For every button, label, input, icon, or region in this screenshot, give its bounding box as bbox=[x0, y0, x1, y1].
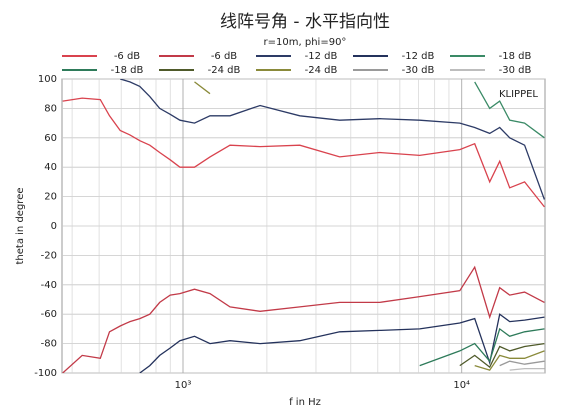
legend-label: -12 dB bbox=[305, 51, 338, 62]
y-tick-label: 80 bbox=[44, 103, 57, 114]
y-tick-label: -20 bbox=[41, 250, 57, 261]
legend-label: -18 dB bbox=[499, 51, 532, 62]
chart-subtitle: r=10m, phi=90° bbox=[264, 37, 347, 48]
grid bbox=[62, 78, 545, 374]
legend-label: -12 dB bbox=[402, 51, 435, 62]
x-axis-label: f in Hz bbox=[289, 397, 321, 408]
legend-label: -6 dB bbox=[114, 51, 140, 62]
series-line bbox=[62, 97, 545, 208]
legend-label: -30 dB bbox=[499, 65, 532, 76]
series-line bbox=[194, 81, 545, 371]
x-tick-label: 10³ bbox=[175, 380, 192, 391]
annotation: KLIPPEL bbox=[499, 89, 538, 100]
y-tick-label: -80 bbox=[41, 339, 57, 350]
series-line bbox=[474, 81, 545, 139]
series-line bbox=[120, 79, 545, 200]
y-tick-label: 0 bbox=[51, 221, 57, 232]
series-line bbox=[139, 313, 545, 373]
y-tick-label: 60 bbox=[44, 133, 57, 144]
lines bbox=[62, 79, 545, 373]
series-line bbox=[499, 360, 545, 367]
series-line bbox=[459, 342, 545, 369]
y-tick-label: 100 bbox=[38, 74, 57, 85]
legend-label: -6 dB bbox=[211, 51, 237, 62]
legend-label: -18 dB bbox=[111, 65, 144, 76]
x-tick-label: 10⁴ bbox=[453, 380, 470, 391]
series-line bbox=[509, 367, 545, 371]
legend-label: -30 dB bbox=[402, 65, 435, 76]
y-axis-label: theta in degree bbox=[15, 188, 26, 265]
y-tick-label: -100 bbox=[34, 368, 57, 379]
series-line bbox=[62, 265, 545, 373]
y-tick-label: -40 bbox=[41, 280, 57, 291]
legend-label: -24 dB bbox=[305, 65, 338, 76]
y-tick-label: 20 bbox=[44, 192, 57, 203]
chart-title: 线阵号角 - 水平指向性 bbox=[220, 12, 390, 32]
y-tick-label: -60 bbox=[41, 309, 57, 320]
legend-label: -24 dB bbox=[208, 65, 241, 76]
series-line bbox=[419, 327, 545, 367]
y-tick-label: 40 bbox=[44, 162, 57, 173]
